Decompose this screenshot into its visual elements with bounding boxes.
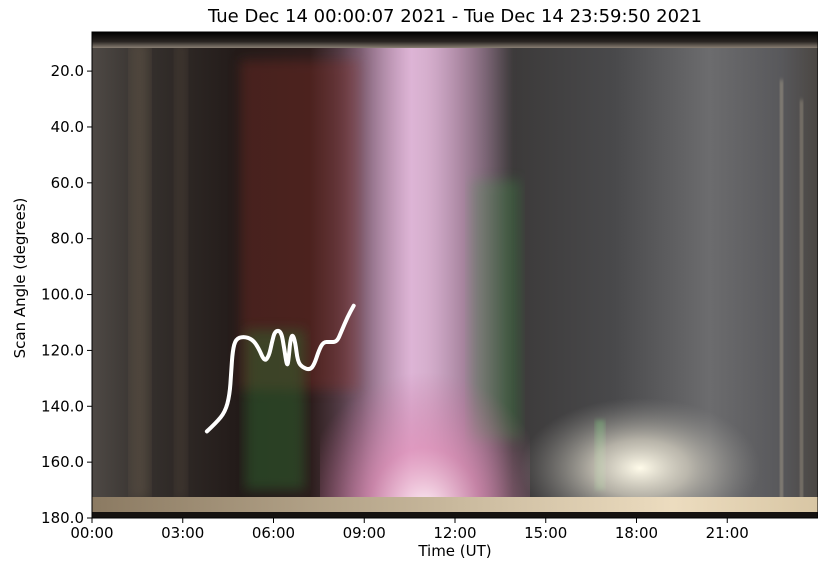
x-tick-label: 21:00 (706, 524, 749, 542)
y-tick-label: 60.0 (51, 174, 84, 192)
chart-title: Tue Dec 14 00:00:07 2021 - Tue Dec 14 23… (208, 6, 702, 27)
x-tick-label: 15:00 (524, 524, 567, 542)
y-tick-label: 160.0 (41, 453, 84, 471)
heatmap-image (92, 32, 818, 518)
y-axis-ticks: 20.0 40.0 60.0 80.0 100.0 120.0 140.0 160.0 180.… (41, 62, 92, 527)
x-tick-label: 06:00 (252, 524, 295, 542)
y-tick-label: 20.0 (51, 62, 84, 80)
x-tick-label: 09:00 (343, 524, 386, 542)
x-tick-label: 18:00 (615, 524, 658, 542)
y-tick-label: 40.0 (51, 118, 84, 136)
x-tick-label: 00:00 (70, 524, 113, 542)
x-axis-label: Time (UT) (418, 542, 492, 560)
y-tick-label: 180.0 (41, 509, 84, 527)
annotation-curve (204, 303, 356, 434)
x-tick-label: 12:00 (433, 524, 476, 542)
y-tick-label: 100.0 (41, 286, 84, 304)
y-tick-label: 140.0 (41, 397, 84, 415)
x-tick-label: 03:00 (161, 524, 204, 542)
y-axis-label: Scan Angle (degrees) (11, 197, 29, 359)
y-tick-label: 80.0 (51, 230, 84, 248)
y-tick-label: 120.0 (41, 341, 84, 359)
x-axis-ticks: 00:00 03:00 06:00 09:00 12:00 15:00 18:00 21:00 (70, 518, 749, 542)
